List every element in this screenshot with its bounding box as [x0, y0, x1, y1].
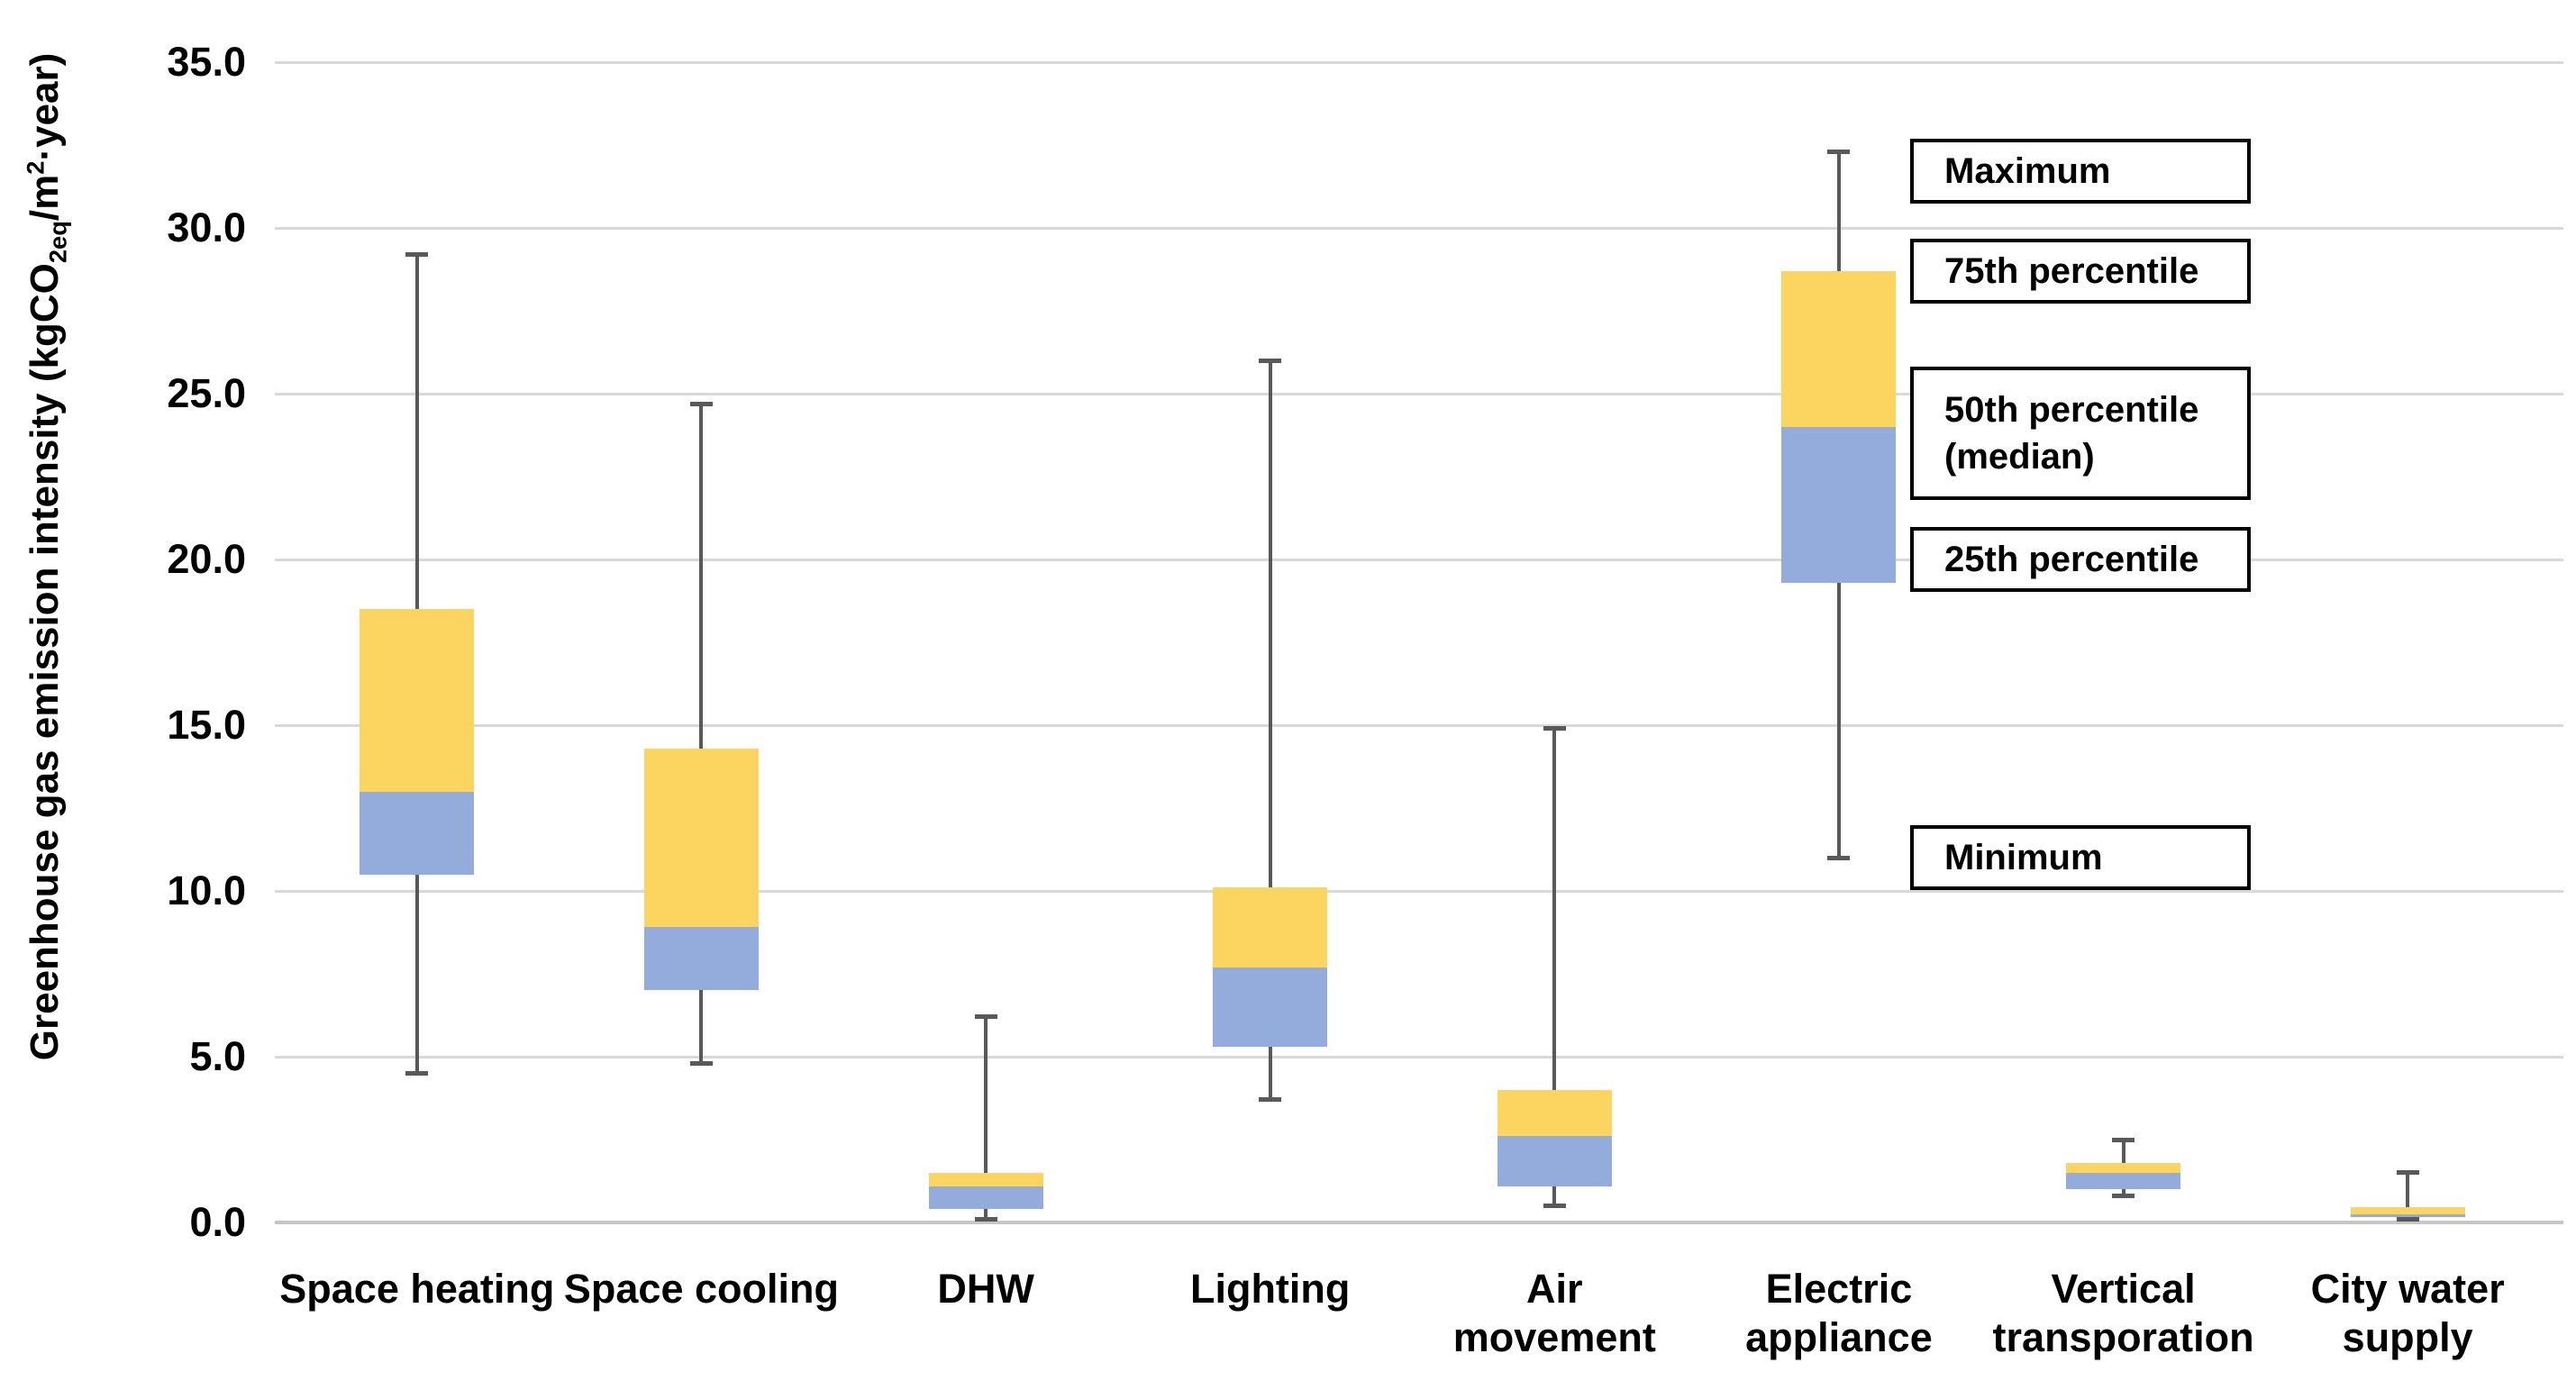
- x-category-label-space-heating: Space heating: [192, 1265, 642, 1313]
- x-category-label-electric-appliance: Electric appliance: [1614, 1265, 2064, 1362]
- gridline: [275, 392, 2563, 395]
- x-category-label-line: Lighting: [1189, 1266, 1351, 1312]
- x-category-label-line: movement: [1452, 1314, 1656, 1360]
- whisker-line-lower-dhw: [984, 1209, 988, 1220]
- box-lower-quartile-lighting: [1213, 967, 1328, 1047]
- x-axis-line: [275, 1221, 2563, 1224]
- box-lower-quartile-dhw: [928, 1186, 1043, 1210]
- x-category-label-line: Electric: [1765, 1266, 1913, 1312]
- whisker-cap-max-city-water-supply: [2396, 1170, 2419, 1176]
- whisker-line-lower-lighting: [1268, 1046, 1272, 1100]
- x-category-label-line: supply: [2342, 1314, 2473, 1360]
- whisker-cap-max-electric-appliance: [1827, 149, 1851, 154]
- whisker-cap-min-electric-appliance: [1827, 855, 1851, 860]
- x-category-label-line: Vertical: [2051, 1266, 2196, 1312]
- whisker-line-upper-dhw: [984, 1016, 988, 1173]
- whisker-line-upper-air-movement: [1552, 728, 1557, 1090]
- gridline: [275, 558, 2563, 561]
- box-upper-quartile-space-cooling: [643, 748, 759, 928]
- y-axis-title: Greenhouse gas emission intensity (kgCO2…: [21, 52, 72, 1061]
- x-category-label-line: Space cooling: [563, 1266, 839, 1312]
- legend-box-75th-percentile: 75th percentile: [1910, 238, 2251, 304]
- box-lower-quartile-space-heating: [360, 791, 475, 875]
- whisker-line-lower-electric-appliance: [1836, 582, 1841, 859]
- x-category-label-city-water-supply: City water supply: [2182, 1265, 2576, 1362]
- y-tick-label: 5.0: [189, 1033, 246, 1079]
- whisker-line-upper-space-cooling: [699, 404, 704, 749]
- whisker-line-upper-electric-appliance: [1836, 151, 1841, 271]
- whisker-cap-max-vertical-transporation: [2112, 1137, 2135, 1142]
- whisker-cap-min-vertical-transporation: [2112, 1194, 2135, 1199]
- x-category-label-line: Space heating: [279, 1266, 555, 1312]
- box-upper-quartile-air-movement: [1497, 1089, 1612, 1137]
- whisker-line-upper-vertical-transporation: [2121, 1140, 2125, 1163]
- whisker-cap-max-space-cooling: [689, 401, 713, 406]
- whisker-line-lower-space-cooling: [699, 990, 704, 1064]
- box-upper-quartile-lighting: [1213, 887, 1328, 968]
- x-category-label-line: Air: [1526, 1266, 1583, 1312]
- y-tick-label: 0.0: [189, 1199, 246, 1245]
- box-lower-quartile-air-movement: [1497, 1136, 1612, 1186]
- x-category-label-line: appliance: [1745, 1314, 1933, 1360]
- x-category-label-line: City water: [2310, 1266, 2505, 1312]
- whisker-cap-min-lighting: [1259, 1097, 1282, 1103]
- gridline: [275, 60, 2563, 64]
- y-tick-label: 30.0: [167, 204, 246, 250]
- x-category-label-line: DHW: [937, 1266, 1034, 1312]
- x-category-label-vertical-transporation: Vertical transporation: [1898, 1265, 2349, 1362]
- y-tick-label: 35.0: [167, 39, 246, 85]
- box-upper-quartile-dhw: [928, 1172, 1043, 1186]
- legend-label: 50th percentile: [1944, 390, 2199, 431]
- y-tick-label: 20.0: [167, 536, 246, 582]
- whisker-line-upper-space-heating: [414, 254, 419, 610]
- legend-label: (median): [1944, 437, 2095, 477]
- y-tick-label: 15.0: [167, 702, 246, 748]
- legend-box-maximum: Maximum: [1910, 139, 2251, 204]
- box-upper-quartile-vertical-transporation: [2066, 1162, 2181, 1173]
- box-upper-quartile-space-heating: [360, 609, 475, 792]
- legend-label: 75th percentile: [1944, 250, 2199, 291]
- x-category-label-line: transporation: [1992, 1314, 2254, 1360]
- gridline: [275, 889, 2563, 893]
- y-tick-label: 25.0: [167, 370, 246, 416]
- box-lower-quartile-space-cooling: [643, 927, 759, 991]
- whisker-line-upper-city-water-supply: [2406, 1172, 2410, 1208]
- x-category-label-air-movement: Air movement: [1329, 1265, 1780, 1362]
- box-upper-quartile-city-water-supply: [2350, 1207, 2465, 1214]
- legend-label: 25th percentile: [1944, 540, 2199, 579]
- gridline: [275, 1055, 2563, 1058]
- x-category-label-lighting: Lighting: [1045, 1265, 1496, 1313]
- legend-box-50th-percentile: 50th percentile (median): [1910, 367, 2251, 501]
- whisker-line-lower-air-movement: [1552, 1186, 1557, 1206]
- whisker-cap-max-air-movement: [1543, 726, 1566, 731]
- x-category-label-dhw: DHW: [760, 1265, 1211, 1313]
- y-tick-label: 10.0: [167, 868, 246, 913]
- whisker-cap-min-air-movement: [1543, 1204, 1566, 1209]
- legend-box-minimum: Minimum: [1910, 825, 2251, 891]
- whisker-cap-min-space-heating: [405, 1070, 429, 1076]
- box-lower-quartile-city-water-supply: [2350, 1213, 2465, 1218]
- whisker-cap-min-space-cooling: [689, 1060, 713, 1066]
- whisker-line-upper-lighting: [1268, 360, 1272, 888]
- x-category-label-space-cooling: Space cooling: [476, 1265, 926, 1313]
- box-upper-quartile-electric-appliance: [1781, 270, 1897, 427]
- whisker-cap-max-lighting: [1259, 358, 1282, 363]
- whisker-cap-max-dhw: [974, 1014, 997, 1020]
- legend-label: Minimum: [1944, 838, 2103, 878]
- whisker-cap-min-city-water-supply: [2396, 1216, 2419, 1222]
- gridline: [275, 226, 2563, 230]
- whisker-cap-min-dhw: [974, 1216, 997, 1222]
- box-lower-quartile-vertical-transporation: [2066, 1172, 2181, 1190]
- whisker-line-lower-space-heating: [414, 874, 419, 1074]
- whisker-line-lower-vertical-transporation: [2121, 1189, 2125, 1196]
- whisker-cap-max-space-heating: [405, 251, 429, 257]
- gridline: [275, 723, 2563, 727]
- legend-box-25th-percentile: 25th percentile: [1910, 527, 2251, 592]
- legend-label: Maximum: [1944, 151, 2111, 192]
- box-lower-quartile-electric-appliance: [1781, 426, 1897, 583]
